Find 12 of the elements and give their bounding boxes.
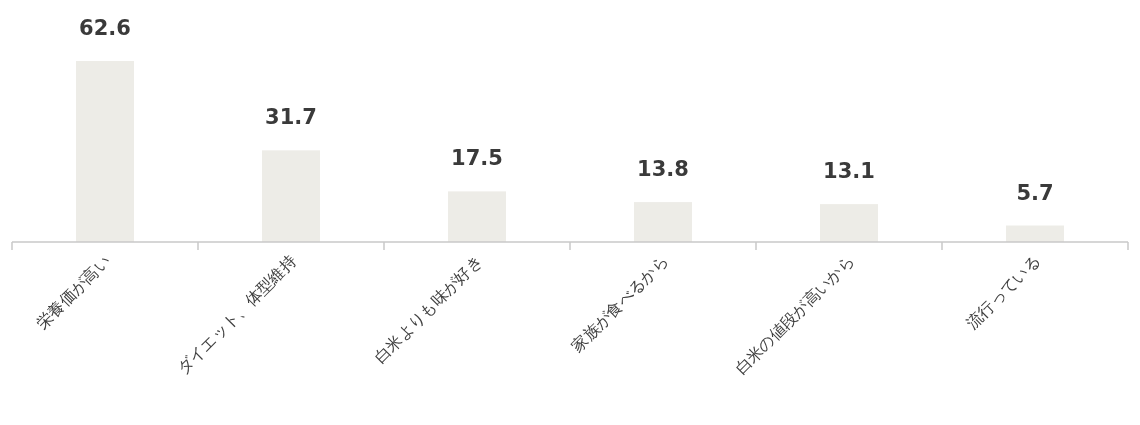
x-tick-label: ダイエット、体型維持 bbox=[173, 251, 300, 378]
data-label: 17.5 bbox=[451, 146, 503, 171]
data-label: 13.1 bbox=[823, 159, 875, 184]
data-label: 62.6 bbox=[79, 16, 131, 40]
x-tick-label: 流行っている bbox=[962, 251, 1044, 333]
x-tick-label: 白米よりも味が好き bbox=[370, 251, 486, 367]
data-label: 5.7 bbox=[1016, 180, 1054, 205]
x-tick-label: 家族が食べるから bbox=[567, 251, 672, 356]
x-tick-label: 栄養価が高い bbox=[32, 251, 114, 333]
data-label: 13.8 bbox=[637, 157, 689, 182]
data-label: 31.7 bbox=[265, 105, 317, 130]
x-tick-label: 白米の値段が高いから bbox=[731, 251, 858, 378]
